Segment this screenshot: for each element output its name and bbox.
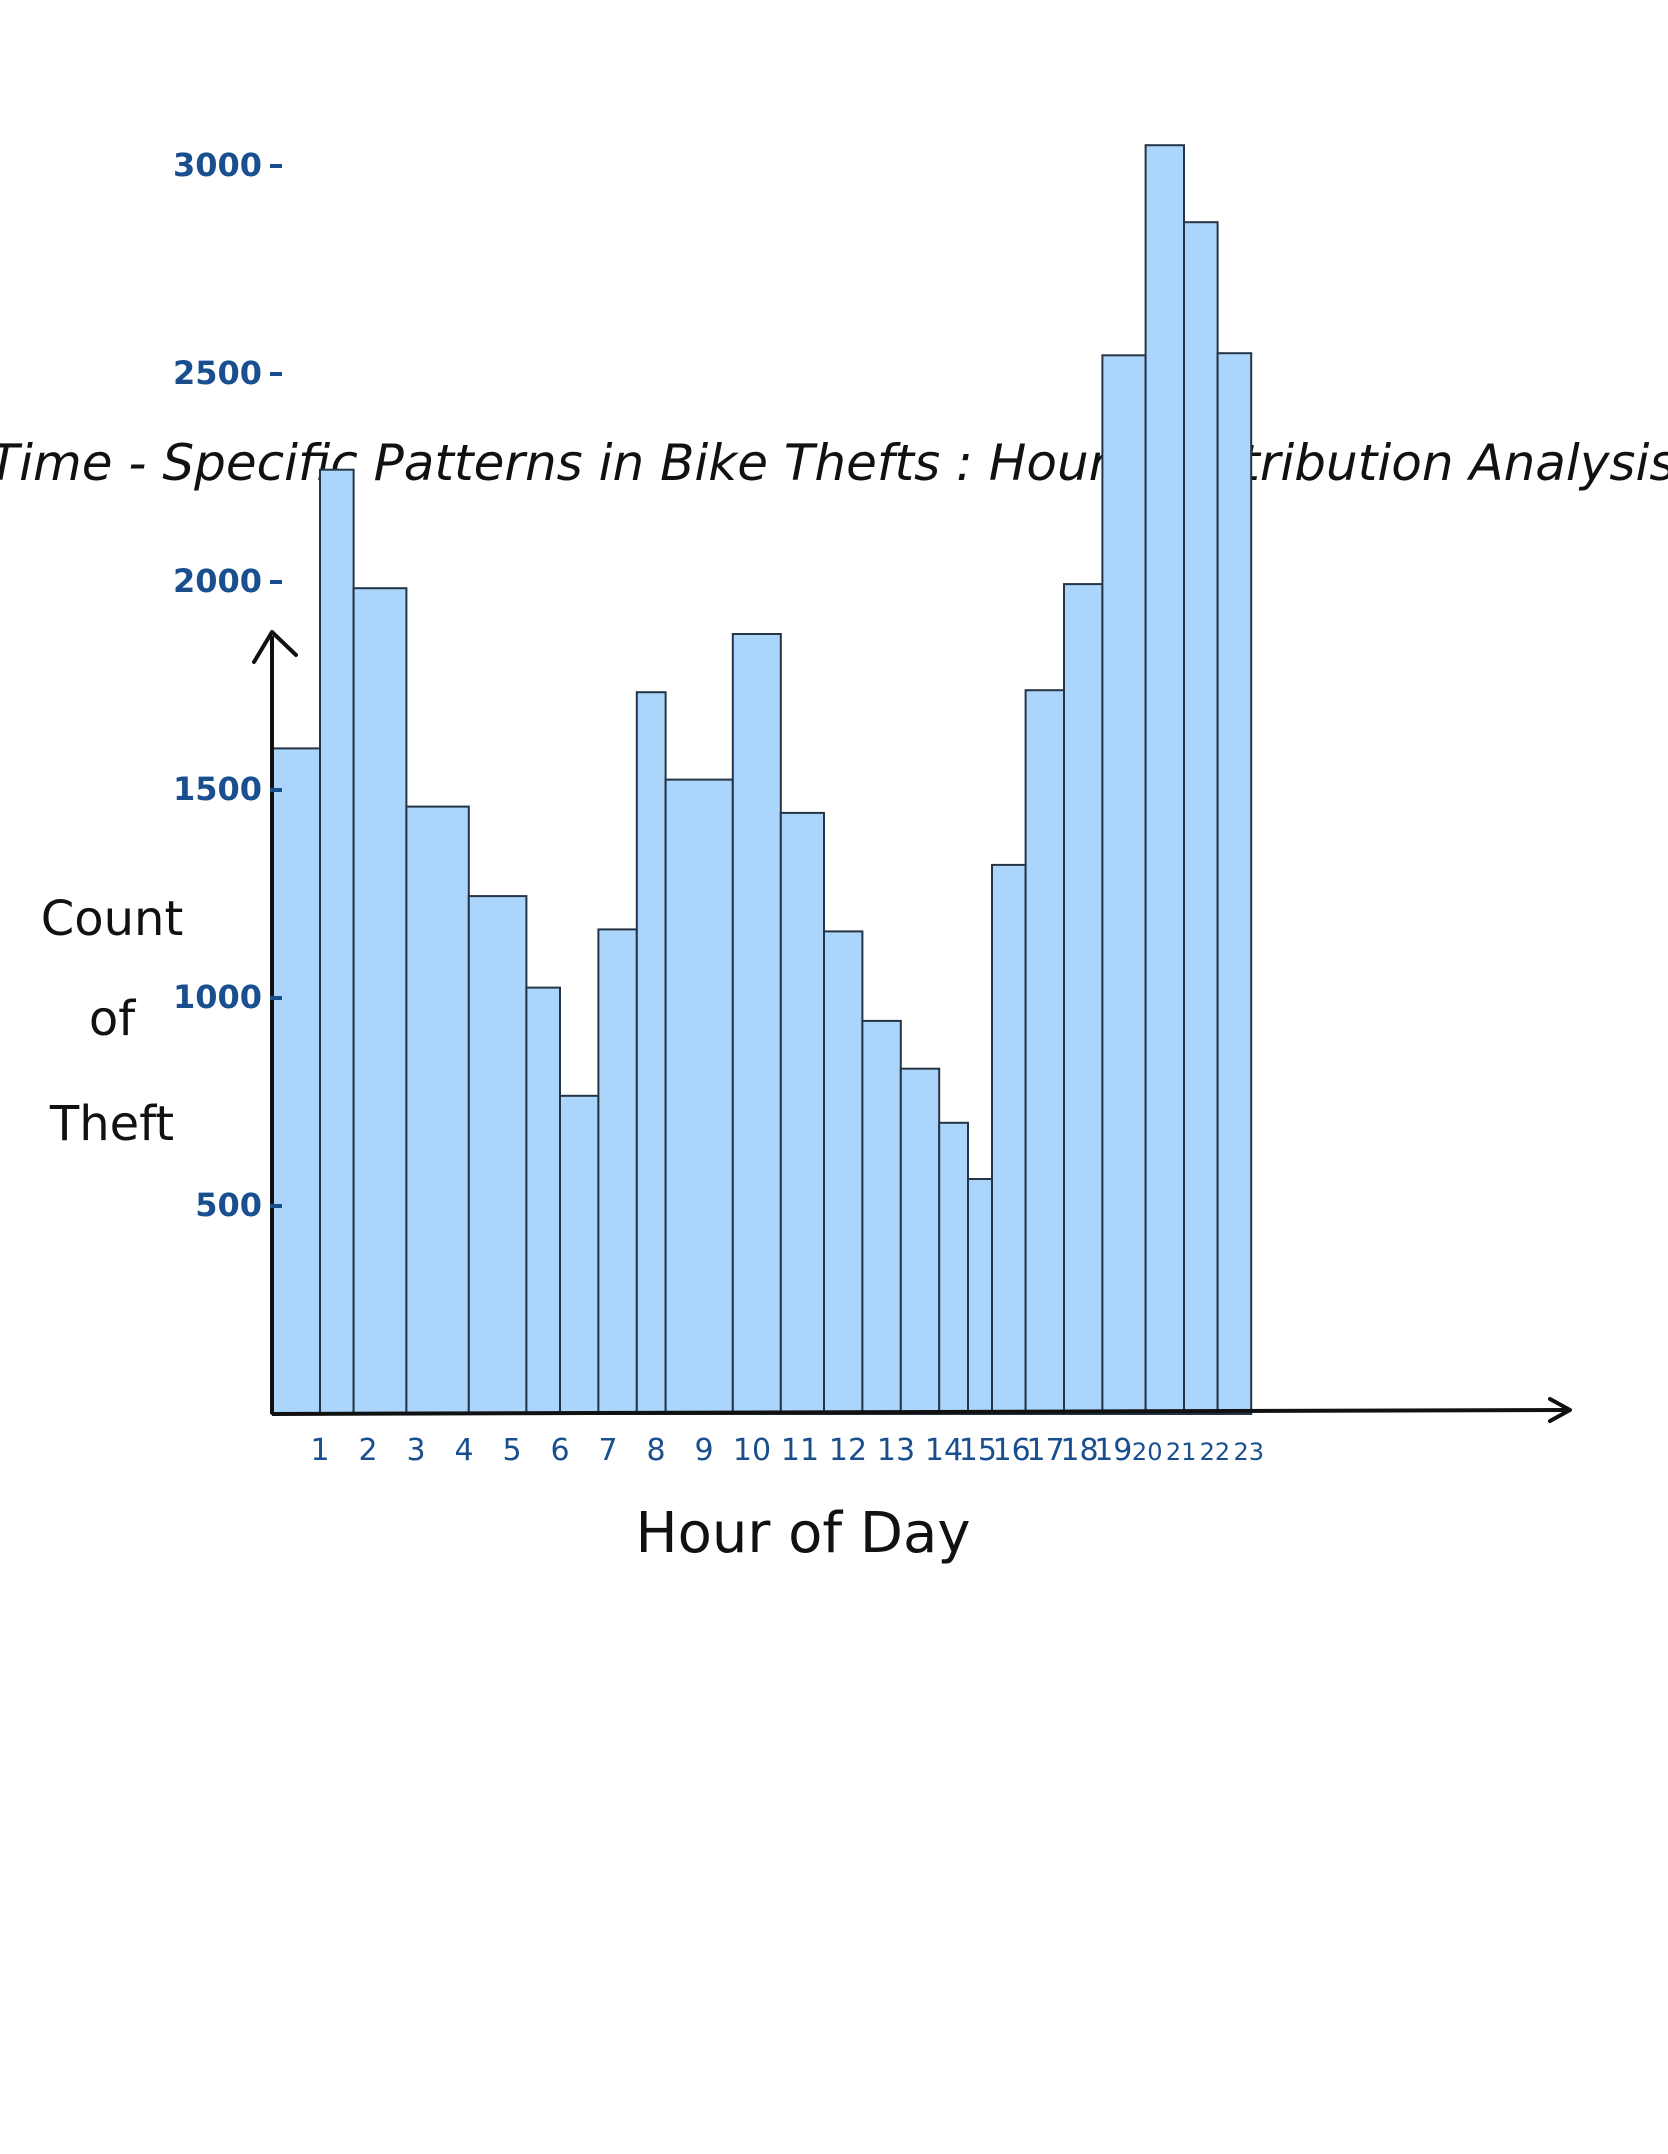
bar-17 bbox=[967, 1178, 993, 1415]
x-axis-line bbox=[271, 1408, 1567, 1416]
x-tick-label-7: 7 bbox=[598, 1433, 617, 1468]
x-tick-label-16: 16 bbox=[993, 1433, 1031, 1468]
x-tick-label-2: 2 bbox=[358, 1433, 377, 1468]
bar-20 bbox=[1063, 583, 1104, 1415]
y-tick-label-1000: 1000 bbox=[173, 978, 262, 1016]
x-tick-label-13: 13 bbox=[877, 1433, 915, 1468]
x-tick-label-23: 23 bbox=[1234, 1438, 1265, 1466]
x-tick-label-17: 17 bbox=[1027, 1433, 1065, 1468]
x-tick-label-4: 4 bbox=[454, 1433, 473, 1468]
x-tick-label-8: 8 bbox=[646, 1433, 665, 1468]
bar-18 bbox=[991, 863, 1027, 1415]
chart-title: Time - Specific Patterns in Bike Thefts … bbox=[0, 434, 1668, 492]
x-tick-label-21: 21 bbox=[1166, 1438, 1197, 1466]
x-tick-label-1: 1 bbox=[310, 1433, 329, 1468]
bar-11 bbox=[731, 633, 782, 1415]
x-axis-label: Hour of Day bbox=[635, 1501, 970, 1566]
x-tick-label-15: 15 bbox=[959, 1433, 997, 1468]
y-tick-label-3000: 3000 bbox=[173, 146, 262, 184]
bar-15 bbox=[899, 1067, 941, 1415]
y-tick-label-1500: 1500 bbox=[173, 770, 262, 808]
bar-12 bbox=[779, 811, 825, 1415]
x-tick-label-6: 6 bbox=[550, 1433, 569, 1468]
y-ticks: 500 1000 1500 2000 2500 3000 bbox=[173, 146, 282, 1224]
bar-6 bbox=[525, 986, 562, 1415]
x-tick-label-18: 18 bbox=[1060, 1433, 1098, 1468]
y-axis-arrowhead bbox=[252, 630, 298, 664]
y-axis bbox=[252, 630, 298, 1414]
bar-16 bbox=[938, 1121, 970, 1416]
x-tick-label-5: 5 bbox=[502, 1433, 521, 1468]
y-axis-label: Count of Theft bbox=[41, 891, 184, 1152]
bar-7 bbox=[559, 1094, 600, 1416]
x-axis bbox=[271, 1397, 1572, 1423]
histogram-bars bbox=[271, 144, 1253, 1416]
x-tick-label-11: 11 bbox=[781, 1433, 819, 1468]
bar-24 bbox=[1216, 352, 1253, 1416]
x-tick-label-22: 22 bbox=[1200, 1438, 1231, 1466]
y-tick-label-2000: 2000 bbox=[173, 562, 262, 600]
y-tick-label-2500: 2500 bbox=[173, 354, 262, 392]
bar-1 bbox=[271, 747, 321, 1415]
bar-14 bbox=[861, 1019, 902, 1416]
x-tick-label-9: 9 bbox=[694, 1433, 713, 1468]
x-tick-label-20: 20 bbox=[1132, 1438, 1163, 1466]
bar-9 bbox=[635, 691, 667, 1415]
x-tick-label-10: 10 bbox=[733, 1433, 771, 1468]
bar-10 bbox=[664, 778, 734, 1415]
x-tick-label-14: 14 bbox=[925, 1433, 963, 1468]
bar-3 bbox=[352, 587, 408, 1415]
x-tick-label-3: 3 bbox=[406, 1433, 425, 1468]
bar-5 bbox=[467, 895, 528, 1415]
bar-13 bbox=[823, 930, 864, 1416]
bar-21 bbox=[1101, 354, 1147, 1415]
bar-19 bbox=[1024, 689, 1065, 1415]
x-axis-arrowhead bbox=[1548, 1397, 1572, 1423]
bar-23 bbox=[1183, 221, 1219, 1416]
bar-4 bbox=[405, 805, 470, 1415]
bar-22 bbox=[1144, 144, 1185, 1416]
bar-2 bbox=[319, 468, 355, 1415]
x-tick-label-19: 19 bbox=[1094, 1433, 1132, 1468]
x-tick-label-12: 12 bbox=[829, 1433, 867, 1468]
y-tick-label-500: 500 bbox=[195, 1186, 262, 1224]
bar-8 bbox=[597, 928, 638, 1416]
